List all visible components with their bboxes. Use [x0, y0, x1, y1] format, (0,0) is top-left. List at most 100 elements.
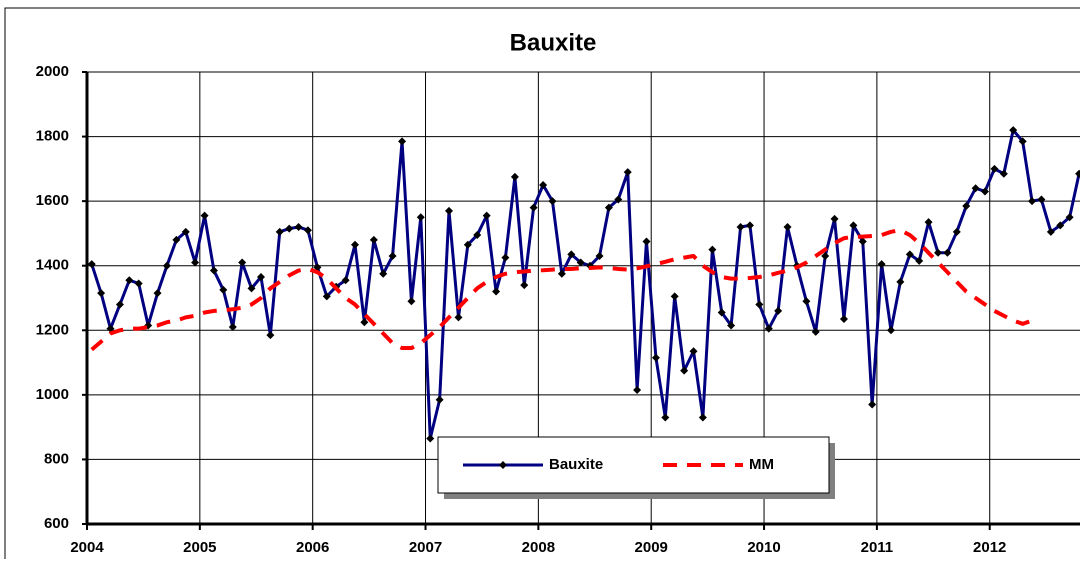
- legend-label: Bauxite: [549, 456, 603, 473]
- marker: [473, 231, 482, 240]
- marker: [303, 226, 312, 235]
- marker: [886, 326, 895, 335]
- marker: [670, 292, 679, 301]
- marker: [802, 297, 811, 306]
- marker: [915, 256, 924, 265]
- marker: [191, 258, 200, 267]
- marker: [924, 218, 933, 227]
- marker: [567, 250, 576, 259]
- marker: [115, 300, 124, 309]
- marker: [285, 224, 294, 233]
- marker: [162, 261, 171, 270]
- y-tick-label: 1000: [36, 386, 69, 403]
- marker: [1028, 197, 1037, 206]
- marker: [943, 248, 952, 257]
- marker: [181, 227, 190, 236]
- x-tick-label: 2008: [522, 539, 555, 556]
- marker: [764, 324, 773, 333]
- marker: [783, 222, 792, 231]
- marker: [633, 386, 642, 395]
- plot-area: [87, 126, 1080, 443]
- marker: [416, 213, 425, 222]
- marker: [830, 214, 839, 223]
- marker: [444, 206, 453, 215]
- marker: [529, 203, 538, 212]
- marker: [247, 284, 256, 293]
- marker: [257, 273, 266, 282]
- marker: [1009, 126, 1018, 135]
- marker: [557, 269, 566, 278]
- marker: [651, 353, 660, 362]
- marker: [1056, 221, 1065, 230]
- marker: [407, 297, 416, 306]
- marker: [727, 321, 736, 330]
- marker: [520, 281, 529, 290]
- marker: [952, 227, 961, 236]
- marker: [360, 318, 369, 327]
- marker: [238, 258, 247, 267]
- marker: [322, 292, 331, 301]
- marker: [398, 137, 407, 146]
- marker: [811, 327, 820, 336]
- marker: [698, 413, 707, 422]
- marker: [858, 237, 867, 246]
- marker: [623, 168, 632, 177]
- y-tick-label: 1600: [36, 192, 69, 209]
- marker: [172, 235, 181, 244]
- marker: [990, 164, 999, 173]
- marker: [510, 172, 519, 181]
- legend-label: MM: [749, 456, 774, 473]
- marker: [369, 235, 378, 244]
- y-tick-label: 1200: [36, 321, 69, 338]
- marker: [745, 221, 754, 230]
- marker: [548, 197, 557, 206]
- y-tick-label: 600: [44, 515, 69, 532]
- marker: [435, 395, 444, 404]
- marker: [153, 289, 162, 298]
- marker: [388, 252, 397, 261]
- y-tick-label: 1400: [36, 257, 69, 274]
- marker: [934, 248, 943, 257]
- marker: [266, 331, 275, 340]
- marker: [1065, 213, 1074, 222]
- marker: [454, 313, 463, 322]
- marker: [821, 252, 830, 261]
- marker: [708, 245, 717, 254]
- marker: [341, 276, 350, 285]
- marker: [755, 300, 764, 309]
- marker: [492, 287, 501, 296]
- marker: [134, 279, 143, 288]
- marker: [717, 308, 726, 317]
- marker: [680, 366, 689, 375]
- marker: [642, 237, 651, 246]
- x-tick-label: 2012: [973, 539, 1006, 556]
- legend-marker: [499, 461, 507, 469]
- marker: [661, 413, 670, 422]
- x-tick-label: 2011: [861, 539, 894, 556]
- marker: [971, 184, 980, 193]
- marker: [614, 195, 623, 204]
- marker: [350, 240, 359, 249]
- x-tick-label: 2004: [70, 539, 104, 556]
- y-tick-label: 2000: [36, 63, 69, 80]
- marker: [839, 314, 848, 323]
- marker: [896, 277, 905, 286]
- y-tick-label: 1800: [36, 128, 69, 145]
- marker: [849, 221, 858, 230]
- marker: [294, 222, 303, 231]
- marker: [209, 266, 218, 275]
- marker: [219, 285, 228, 294]
- marker: [313, 263, 322, 272]
- marker: [962, 201, 971, 210]
- marker: [905, 250, 914, 259]
- marker: [1018, 137, 1027, 146]
- marker: [980, 187, 989, 196]
- x-tick-label: 2005: [183, 539, 216, 556]
- marker: [877, 260, 886, 269]
- marker: [379, 269, 388, 278]
- marker: [463, 240, 472, 249]
- x-tick-label: 2006: [296, 539, 329, 556]
- marker: [774, 306, 783, 315]
